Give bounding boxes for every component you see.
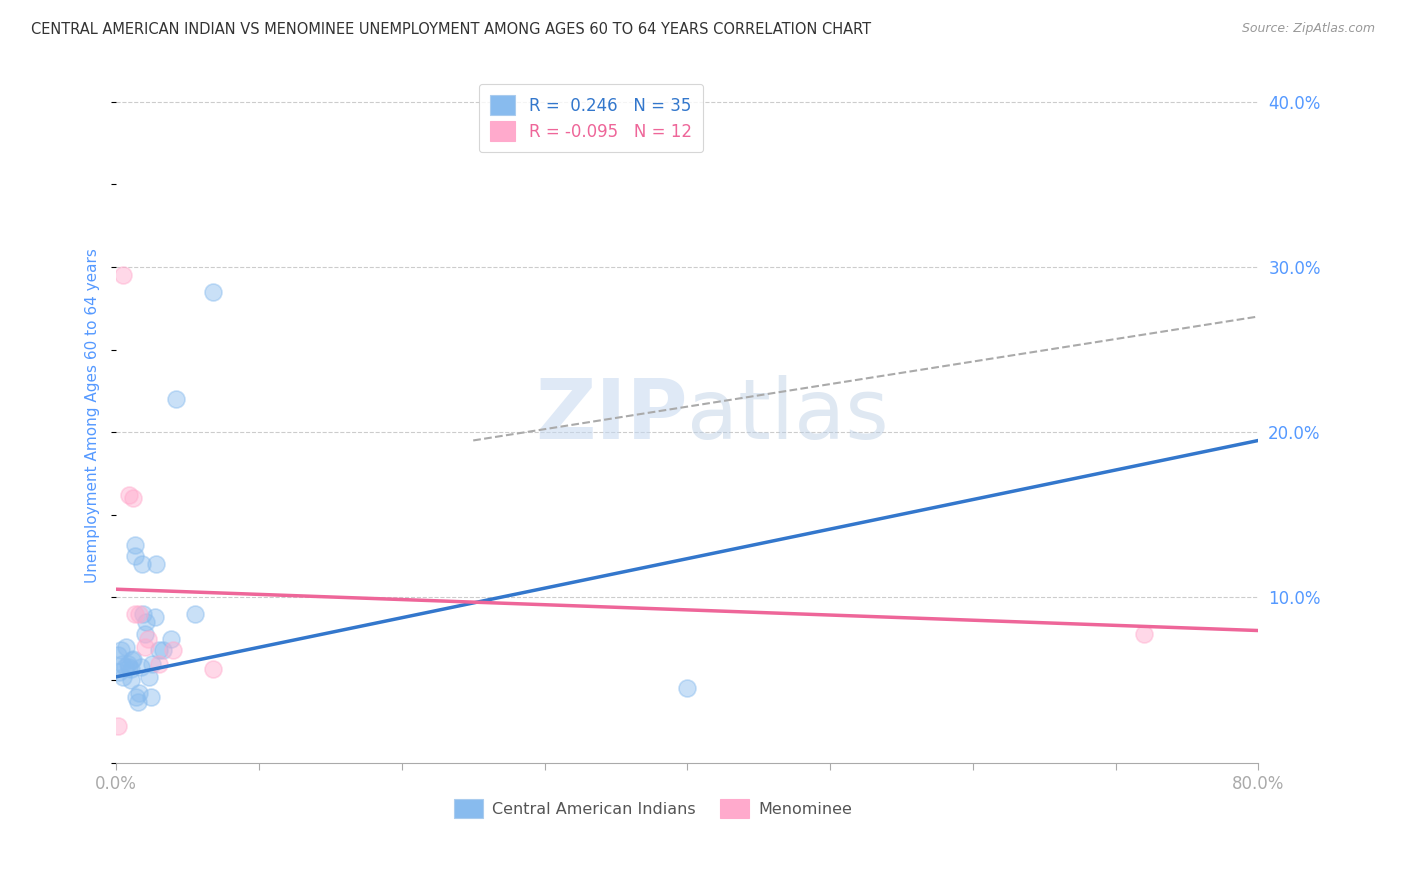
Point — [108, 665, 131, 679]
Point — [131, 558, 153, 572]
Point — [107, 648, 129, 663]
Point — [202, 662, 225, 676]
Point — [120, 673, 142, 687]
Point — [143, 610, 166, 624]
Text: Source: ZipAtlas.com: Source: ZipAtlas.com — [1241, 22, 1375, 36]
Point — [122, 491, 145, 506]
Point — [134, 627, 156, 641]
Point — [152, 643, 174, 657]
Point — [117, 657, 139, 671]
Point — [135, 615, 157, 630]
Point — [118, 488, 141, 502]
Point — [134, 640, 156, 654]
Point — [136, 632, 159, 646]
Text: CENTRAL AMERICAN INDIAN VS MENOMINEE UNEMPLOYMENT AMONG AGES 60 TO 64 YEARS CORR: CENTRAL AMERICAN INDIAN VS MENOMINEE UNE… — [31, 22, 872, 37]
Text: atlas: atlas — [688, 376, 889, 456]
Point — [125, 690, 148, 704]
Point — [120, 662, 142, 676]
Point — [111, 657, 134, 671]
Point — [139, 690, 162, 704]
Point — [118, 660, 141, 674]
Point — [138, 670, 160, 684]
Point — [124, 549, 146, 563]
Point — [107, 719, 129, 733]
Point — [132, 607, 155, 621]
Point — [114, 660, 136, 674]
Point — [676, 681, 699, 696]
Point — [127, 695, 149, 709]
Point — [124, 607, 146, 621]
Text: ZIP: ZIP — [534, 376, 688, 456]
Y-axis label: Unemployment Among Ages 60 to 64 years: Unemployment Among Ages 60 to 64 years — [86, 248, 100, 583]
Point — [148, 643, 170, 657]
Point — [145, 558, 167, 572]
Point — [112, 670, 135, 684]
Point — [128, 607, 150, 621]
Point — [165, 392, 187, 406]
Point — [162, 643, 184, 657]
Point — [1133, 627, 1156, 641]
Point — [110, 643, 132, 657]
Point — [121, 653, 143, 667]
Point — [202, 285, 225, 299]
Point — [148, 657, 170, 671]
Point — [124, 538, 146, 552]
Point — [128, 686, 150, 700]
Point — [159, 632, 181, 646]
Point — [141, 657, 163, 671]
Point — [115, 640, 138, 654]
Legend: Central American Indians, Menominee: Central American Indians, Menominee — [447, 793, 859, 824]
Point — [112, 268, 135, 282]
Point — [184, 607, 207, 621]
Point — [129, 660, 152, 674]
Point — [122, 651, 145, 665]
